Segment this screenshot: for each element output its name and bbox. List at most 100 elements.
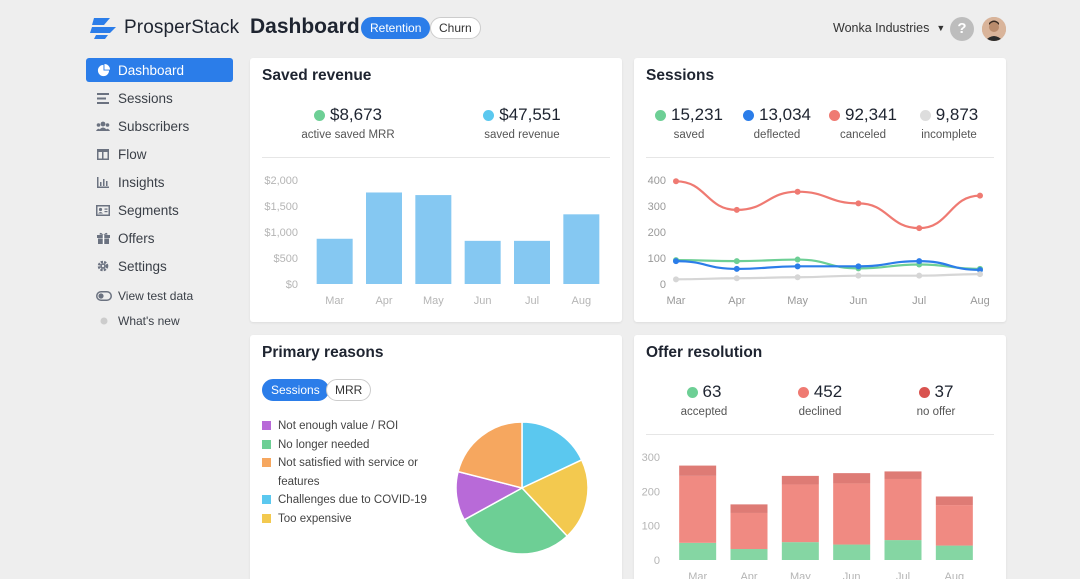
legend-swatch bbox=[262, 513, 271, 523]
legend-dot bbox=[919, 109, 931, 121]
stacked-bar-segment bbox=[781, 542, 819, 560]
y-tick-label: 200 bbox=[648, 227, 666, 239]
data-point bbox=[855, 200, 862, 207]
help-button[interactable]: ? bbox=[950, 17, 974, 41]
sidebar-item-insights[interactable]: Insights bbox=[86, 170, 233, 194]
stat-value: $47,551 bbox=[499, 105, 561, 124]
sidebar-item-label: Subscribers bbox=[118, 118, 190, 134]
whats-new-link[interactable]: What's new bbox=[86, 309, 233, 333]
bar bbox=[563, 214, 600, 284]
stat-label: incomplete bbox=[921, 129, 977, 141]
pie-slice bbox=[463, 487, 569, 555]
stacked-bar-segment bbox=[833, 544, 871, 560]
legend-dot bbox=[797, 386, 809, 398]
page-title: Dashboard bbox=[250, 15, 360, 38]
data-point bbox=[733, 275, 740, 282]
legend-dot bbox=[655, 109, 666, 121]
x-tick-label: Mar bbox=[325, 295, 344, 307]
company-name: Wonka Industries bbox=[833, 21, 930, 35]
toggle-mrr[interactable]: MRR bbox=[326, 379, 372, 401]
company-switcher[interactable]: Wonka Industries ▼ bbox=[833, 21, 945, 35]
legend-dot bbox=[686, 386, 698, 398]
x-tick-label: Jun bbox=[850, 295, 868, 307]
stat-saved: 15,231 saved bbox=[638, 105, 740, 141]
stat-no-offer: 37 no offer bbox=[886, 382, 986, 418]
data-point bbox=[916, 225, 923, 232]
y-tick-label: $0 bbox=[286, 279, 298, 291]
bar bbox=[415, 195, 452, 284]
sidebar-item-segments[interactable]: Segments bbox=[86, 198, 233, 222]
toggle-sessions[interactable]: Sessions bbox=[262, 379, 329, 401]
x-tick-label: Jun bbox=[474, 295, 492, 307]
data-point bbox=[673, 258, 679, 265]
stacked-bar-segment bbox=[884, 540, 922, 560]
y-tick-label: $1,000 bbox=[264, 227, 298, 239]
sidebar-item-dashboard[interactable]: Dashboard bbox=[86, 58, 233, 82]
saved-revenue-chart: $0 $500 $1,000 $1,500 $2,000 Mar Apr May Jun Jul A… bbox=[264, 175, 600, 307]
data-point bbox=[977, 192, 983, 199]
stat-value: 92,341 bbox=[845, 105, 897, 124]
tab-retention[interactable]: Retention bbox=[361, 17, 431, 39]
x-tick-label: Aug bbox=[970, 295, 990, 307]
chevron-down-icon: ▼ bbox=[936, 23, 946, 33]
stat-declined: 452 declined bbox=[770, 382, 870, 418]
stat-accepted: 63 accepted bbox=[654, 382, 754, 418]
stacked-bar-segment bbox=[730, 549, 768, 560]
sidebar-item-label: Insights bbox=[118, 174, 165, 190]
bar bbox=[366, 192, 402, 284]
x-tick-label: Mar bbox=[688, 571, 707, 579]
stacked-bar-segment bbox=[781, 475, 819, 485]
pie-slice bbox=[457, 421, 523, 489]
stacked-bar-segment bbox=[679, 475, 717, 543]
tab-churn[interactable]: Churn bbox=[430, 17, 481, 39]
view-test-data-toggle[interactable]: View test data bbox=[86, 284, 233, 308]
avatar[interactable] bbox=[982, 17, 1006, 41]
bar bbox=[514, 240, 550, 284]
sidebar-item-sessions[interactable]: Sessions bbox=[86, 86, 233, 110]
y-tick-label: 0 bbox=[660, 279, 666, 291]
stacked-bar-segment bbox=[730, 512, 768, 550]
data-point bbox=[733, 258, 740, 265]
y-tick-label: $1,500 bbox=[264, 201, 298, 213]
data-point bbox=[794, 263, 801, 270]
sidebar-item-subscribers[interactable]: Subscribers bbox=[86, 114, 233, 138]
avatar-image bbox=[982, 17, 1006, 41]
data-point bbox=[855, 272, 862, 279]
sidebar-item-label: Offers bbox=[118, 230, 155, 246]
card-title: Primary reasons bbox=[262, 344, 384, 361]
pie-slice bbox=[520, 458, 589, 538]
legend-label: Too expensive bbox=[278, 512, 352, 525]
legend-item: Not satisfied with service or features bbox=[262, 454, 432, 491]
stacked-bar-segment bbox=[781, 484, 819, 543]
bar bbox=[316, 238, 353, 284]
y-tick-label: 200 bbox=[642, 486, 660, 498]
gift-icon bbox=[96, 231, 110, 245]
x-tick-label: Jun bbox=[843, 571, 861, 579]
brand-logo[interactable]: ProsperStack bbox=[90, 14, 239, 42]
data-point bbox=[977, 271, 983, 278]
sidebar-item-label: Segments bbox=[118, 202, 179, 218]
sidebar-item-settings[interactable]: Settings bbox=[86, 254, 233, 278]
data-point bbox=[977, 266, 983, 273]
stacked-bar-segment bbox=[833, 483, 871, 545]
card-title: Offer resolution bbox=[646, 344, 763, 361]
gear-icon bbox=[96, 259, 110, 273]
stat-label: canceled bbox=[839, 129, 887, 141]
divider bbox=[646, 157, 994, 158]
primary-reasons-card: Primary reasons Sessions MRR Not enough … bbox=[250, 335, 622, 579]
stat-value: 13,034 bbox=[759, 105, 811, 124]
sidebar-item-offers[interactable]: Offers bbox=[86, 226, 233, 250]
prosperstack-logo-icon bbox=[90, 18, 116, 39]
data-point bbox=[733, 206, 740, 213]
sessions-card: Sessions 15,231 saved 13,034 deflected 9… bbox=[634, 58, 1006, 322]
stat-canceled: 92,341 canceled bbox=[812, 105, 914, 141]
legend-swatch bbox=[262, 439, 271, 449]
sidebar-item-flow[interactable]: Flow bbox=[86, 142, 233, 166]
whats-new-label: What's new bbox=[118, 314, 180, 328]
stat-value: 452 bbox=[813, 382, 843, 401]
stat-label: active saved MRR bbox=[301, 129, 395, 141]
view-test-data-label: View test data bbox=[118, 289, 194, 303]
stacked-bar-segment bbox=[884, 471, 922, 479]
data-point bbox=[794, 256, 801, 263]
x-tick-label: Aug bbox=[572, 295, 592, 307]
